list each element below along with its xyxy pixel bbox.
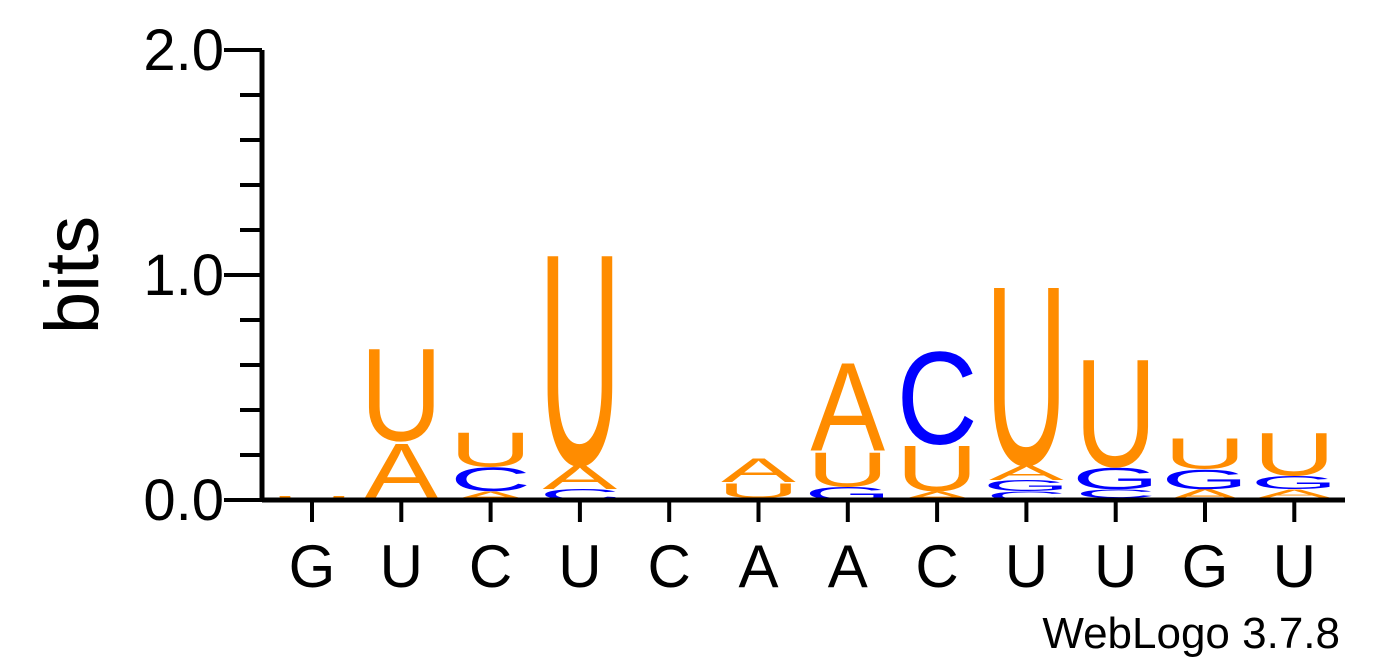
logo-letter-A: A bbox=[989, 460, 1064, 484]
weblogo-version-footer: WebLogo 3.7.8 bbox=[1042, 609, 1340, 658]
svg-text:G: G bbox=[1072, 461, 1159, 495]
x-tick-label: G bbox=[289, 533, 336, 600]
svg-text:C: C bbox=[897, 325, 978, 473]
logo-letter-G: G bbox=[983, 477, 1070, 494]
logo-letter-U: U bbox=[807, 442, 889, 497]
x-tick-label: U bbox=[1273, 533, 1316, 600]
svg-text:U: U bbox=[807, 442, 889, 497]
logo-letter-U: U bbox=[896, 432, 978, 505]
logo-letter-G: G bbox=[1251, 472, 1338, 493]
logo-letter-G: G bbox=[1072, 461, 1159, 495]
x-tick-label: A bbox=[738, 533, 778, 600]
x-tick-label: A bbox=[828, 533, 868, 600]
x-tick-label: U bbox=[1005, 533, 1048, 600]
svg-text:U: U bbox=[539, 191, 621, 528]
svg-text:C: C bbox=[450, 460, 531, 498]
svg-text:U: U bbox=[271, 495, 353, 498]
svg-text:C: C bbox=[1075, 487, 1156, 501]
svg-text:U: U bbox=[1164, 430, 1246, 478]
y-tick-label: 2.0 bbox=[143, 18, 224, 83]
logo-letter-U: U bbox=[360, 321, 442, 469]
x-tick-label: C bbox=[469, 533, 512, 600]
svg-text:U: U bbox=[985, 233, 1067, 519]
logo-letter-C: C bbox=[450, 460, 531, 498]
logo-letter-U: U bbox=[717, 479, 799, 503]
y-axis: 0.0 1.0 2.0 bbox=[143, 18, 265, 533]
x-tick-label: C bbox=[648, 533, 691, 600]
y-tick-label: 1.0 bbox=[143, 243, 224, 308]
logo-letter-A: A bbox=[543, 458, 619, 496]
logo-letter-C: C bbox=[1075, 487, 1156, 501]
logo-letter-U: U bbox=[449, 422, 531, 477]
svg-text:U: U bbox=[360, 321, 442, 469]
logo-letter-U: U bbox=[1075, 326, 1157, 499]
y-axis-title: bits bbox=[30, 216, 115, 334]
logo-letter-U: U bbox=[985, 233, 1067, 519]
svg-text:A: A bbox=[810, 337, 885, 478]
svg-text:U: U bbox=[1075, 326, 1157, 499]
svg-text:G: G bbox=[983, 477, 1070, 494]
x-tick-label: C bbox=[915, 533, 958, 600]
logo-letter-U: U bbox=[1164, 430, 1246, 478]
x-tick-label: U bbox=[1094, 533, 1137, 600]
logo-letter-G: G bbox=[1161, 464, 1248, 495]
logo-letter-A: A bbox=[1257, 487, 1332, 501]
x-tick-label: U bbox=[558, 533, 601, 600]
logo-letter-A: A bbox=[810, 337, 885, 478]
logo-letter-A: A bbox=[721, 451, 797, 489]
svg-text:U: U bbox=[896, 432, 978, 505]
svg-text:A: A bbox=[721, 451, 797, 489]
svg-text:A: A bbox=[989, 460, 1064, 484]
y-tick-label: 0.0 bbox=[143, 468, 224, 533]
svg-text:U: U bbox=[717, 479, 799, 503]
logo-letter-C: C bbox=[897, 325, 978, 473]
svg-text:A: A bbox=[543, 458, 619, 496]
svg-text:A: A bbox=[1257, 487, 1332, 501]
x-tick-label: G bbox=[1182, 533, 1229, 600]
svg-text:G: G bbox=[1251, 472, 1338, 493]
svg-text:U: U bbox=[1253, 420, 1335, 489]
x-tick-label: U bbox=[380, 533, 423, 600]
logo-letter-U: U bbox=[271, 495, 353, 498]
svg-text:G: G bbox=[1161, 464, 1248, 495]
logo-letter-U: U bbox=[539, 191, 621, 528]
svg-text:U: U bbox=[449, 422, 531, 477]
logo-letter-U: U bbox=[1253, 420, 1335, 489]
